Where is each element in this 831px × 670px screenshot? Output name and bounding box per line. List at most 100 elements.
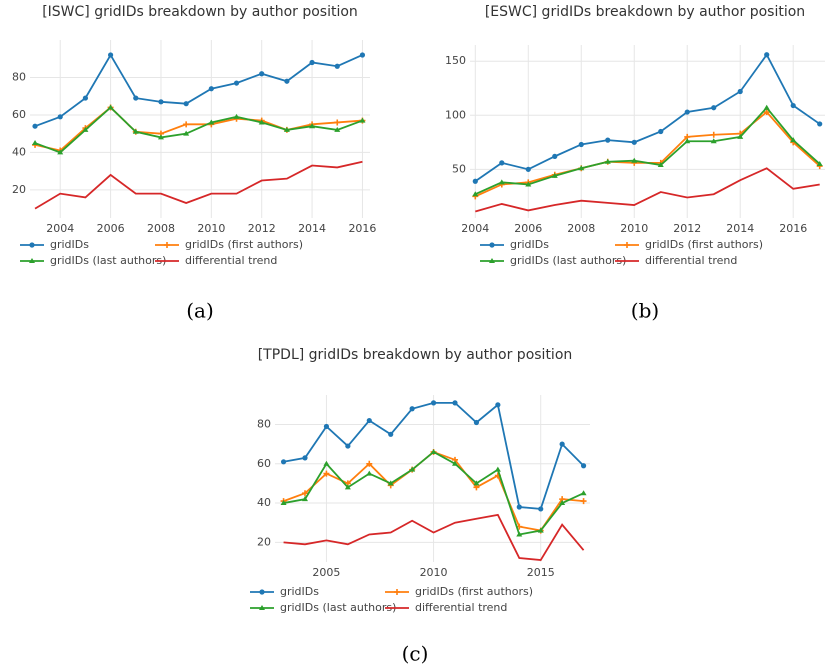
y-tick-label: 150	[445, 54, 466, 67]
legend-marker	[29, 242, 35, 248]
data-point	[323, 423, 330, 430]
data-point	[323, 470, 330, 477]
data-point	[631, 157, 638, 163]
series-line	[475, 167, 820, 213]
data-point	[580, 463, 587, 469]
data-point	[183, 121, 190, 128]
data-point	[32, 140, 39, 146]
legend-marker	[29, 258, 35, 263]
data-point	[133, 95, 139, 101]
data-point	[233, 80, 240, 86]
y-tick-label: 80	[257, 417, 271, 430]
x-tick-label: 2012	[248, 222, 276, 235]
data-point	[473, 480, 480, 486]
legend-label: gridIDs	[280, 585, 319, 598]
data-point	[657, 162, 664, 168]
data-point	[430, 400, 437, 406]
data-point	[283, 126, 290, 132]
caption: (c)	[402, 642, 429, 666]
x-tick-label: 2010	[620, 222, 648, 235]
y-tick-label: 20	[12, 183, 26, 196]
legend-marker	[489, 258, 495, 263]
data-point	[790, 102, 796, 109]
data-point	[472, 191, 479, 197]
data-point	[494, 466, 501, 472]
data-point	[578, 165, 585, 171]
data-point	[817, 121, 823, 127]
data-point	[334, 119, 341, 126]
data-point	[183, 130, 190, 136]
data-point	[258, 119, 265, 125]
data-point	[334, 63, 340, 69]
data-point	[32, 123, 38, 129]
data-point	[280, 459, 287, 465]
x-tick-label: 2004	[46, 222, 74, 235]
data-point	[366, 470, 373, 476]
legend-marker	[624, 242, 630, 248]
data-point	[323, 460, 330, 466]
x-tick-label: 2006	[97, 222, 125, 235]
data-point	[525, 181, 532, 187]
x-tick-label: 2010	[420, 566, 448, 579]
series-line	[474, 53, 821, 182]
data-point	[498, 179, 505, 185]
data-point	[409, 466, 416, 472]
data-point	[183, 101, 189, 107]
data-point	[107, 104, 114, 110]
data-point	[737, 133, 744, 139]
legend-marker	[259, 605, 265, 610]
legend-label: gridIDs (last authors)	[280, 601, 396, 614]
data-point	[284, 78, 290, 84]
chart-title: [ESWC] gridIDs breakdown by author posit…	[485, 4, 805, 20]
chart-title: [ISWC] gridIDs breakdown by author posit…	[42, 4, 358, 20]
data-point	[208, 119, 215, 125]
data-point	[302, 490, 308, 497]
legend-label: gridIDs	[510, 238, 549, 251]
data-point	[604, 158, 611, 164]
data-point	[684, 109, 690, 115]
legend-label: gridIDs (first authors)	[415, 585, 533, 598]
data-point	[359, 117, 366, 123]
data-point	[710, 131, 717, 138]
data-point	[763, 109, 770, 116]
data-point	[82, 126, 89, 132]
legend-marker	[259, 589, 265, 595]
data-point	[516, 531, 523, 537]
data-point	[309, 59, 315, 66]
data-point	[537, 527, 544, 533]
x-tick-label: 2016	[779, 222, 807, 235]
x-tick-label: 2005	[312, 566, 340, 579]
y-tick-label: 60	[12, 108, 26, 121]
data-point	[658, 128, 664, 135]
data-point	[580, 498, 587, 505]
y-tick-label: 60	[257, 457, 271, 470]
y-tick-label: 80	[12, 70, 26, 83]
data-point	[790, 137, 797, 143]
legend-label: gridIDs (last authors)	[50, 254, 166, 267]
data-point	[559, 500, 566, 506]
x-tick-label: 2016	[348, 222, 376, 235]
data-point	[452, 460, 458, 466]
data-point	[158, 99, 164, 105]
legend-label: differential trend	[415, 601, 507, 614]
data-point	[516, 504, 522, 510]
y-tick-label: 40	[257, 496, 271, 509]
data-point	[107, 52, 114, 58]
legend-label: gridIDs (first authors)	[645, 238, 763, 251]
data-point	[233, 113, 240, 119]
y-tick-label: 40	[12, 145, 26, 158]
x-tick-label: 2008	[147, 222, 175, 235]
x-tick-label: 2006	[514, 222, 542, 235]
data-point	[452, 400, 458, 406]
data-point	[302, 496, 308, 502]
data-point	[763, 104, 770, 110]
data-point	[430, 448, 437, 454]
series-line	[34, 53, 363, 128]
data-point	[499, 160, 505, 166]
data-point	[334, 126, 341, 132]
data-point	[605, 137, 611, 143]
data-point	[764, 52, 770, 58]
data-point	[495, 402, 501, 408]
data-point	[388, 431, 394, 437]
